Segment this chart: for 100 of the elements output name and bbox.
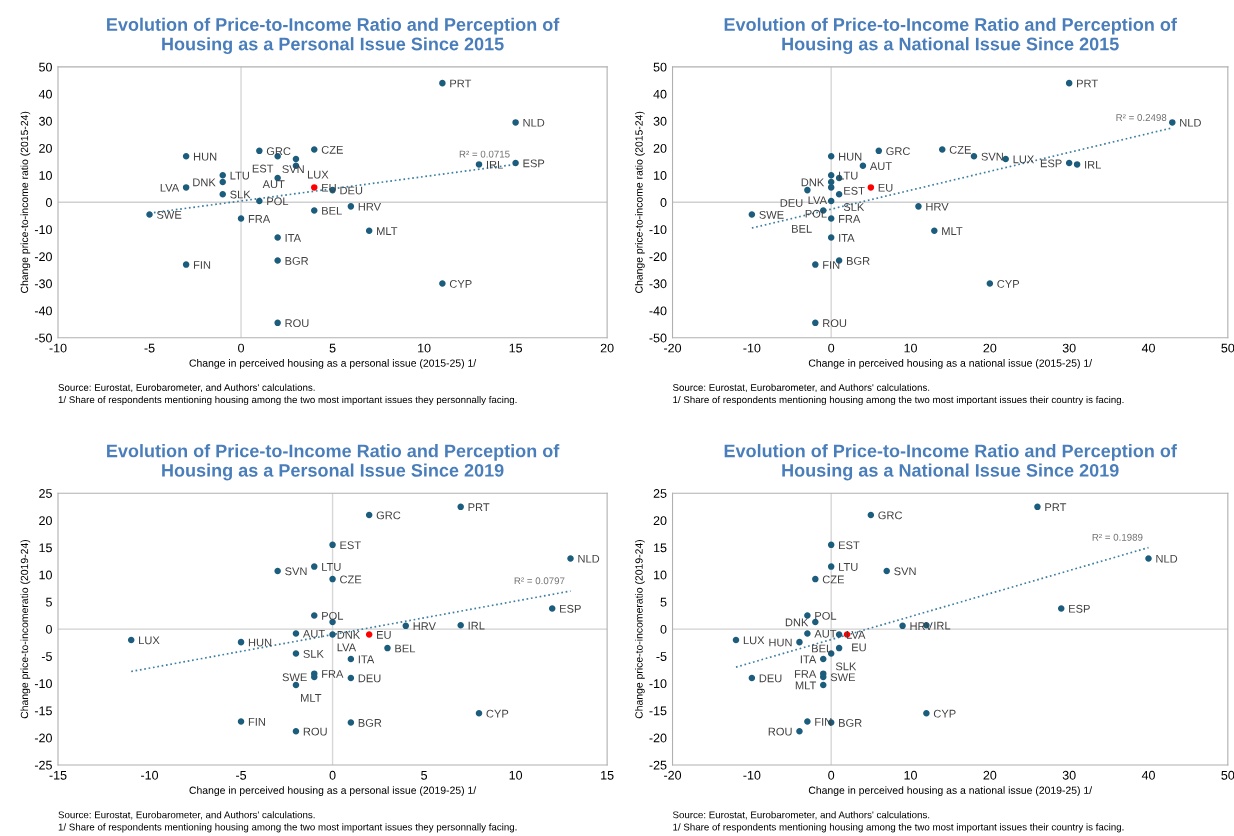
point: [804, 718, 811, 725]
point: [875, 147, 883, 155]
annotation: CZE: [949, 145, 971, 154]
point: [827, 215, 835, 222]
x-tick-label: 50: [1221, 343, 1234, 353]
y-tick-label: 10: [39, 570, 52, 580]
point: [127, 636, 135, 644]
y-tick-label: 0: [660, 198, 667, 207]
annotation: HUN: [769, 638, 792, 647]
point: [1057, 605, 1065, 612]
point: [827, 171, 835, 179]
point: [292, 650, 300, 657]
annotation: ITA: [358, 655, 375, 664]
annotation: DNK: [193, 178, 216, 187]
annotation: POL: [267, 197, 289, 206]
point: [347, 203, 355, 210]
annotation: SWE: [830, 673, 856, 682]
y-tick-label: 30: [653, 116, 667, 126]
annotation: AUT: [814, 629, 837, 638]
annotation: ITA: [839, 234, 855, 242]
annotation: SWE: [282, 673, 307, 682]
point: [256, 197, 263, 205]
annotation: FIN: [248, 717, 265, 726]
y-tick-label: -30: [34, 279, 52, 289]
annotation: ESP: [1069, 604, 1090, 613]
chart-title: Evolution of Price-to-Income Ratio and Perception of Housing as a Personal Issue Since 2019: [107, 444, 560, 481]
annotation: EST: [839, 541, 860, 550]
x-tick-label: 0: [828, 343, 835, 353]
point: [883, 567, 890, 575]
y-tick-label: -50: [34, 333, 52, 343]
point: [329, 541, 336, 549]
point: [1145, 555, 1152, 562]
y-tick-label: 10: [39, 171, 52, 180]
annotation: GRC: [886, 147, 910, 156]
text: 1/ Share of respondents mentioning housing among the two most important issues their country is facing.: [673, 823, 1124, 833]
x-tick-label: 10: [509, 770, 523, 780]
annotation: EST: [340, 541, 361, 550]
point: [804, 630, 811, 637]
text: 1/ Share of respondents mentioning housing among the two most important issues they personnally facing.: [58, 395, 517, 406]
point: [292, 155, 300, 163]
point: [347, 719, 355, 726]
annotation: BGR: [358, 718, 382, 727]
y-tick-label: -5: [656, 652, 667, 661]
annotation: FRA: [248, 215, 271, 223]
point: [237, 638, 245, 646]
annotation: POL: [322, 611, 344, 620]
y-tick-label: -10: [649, 225, 667, 235]
annotation: LUX: [1013, 155, 1035, 164]
point: [475, 161, 483, 168]
point: [827, 563, 835, 570]
annotation: FRA: [839, 215, 861, 223]
y-tick-label: 25: [39, 489, 52, 498]
y-tick-label: 50: [653, 62, 667, 72]
y-axis-title: Change price-to-income ratio (2015-24): [20, 111, 31, 293]
annotation: LVA: [808, 196, 827, 205]
x-tick-label: 30: [1062, 770, 1076, 780]
annotation: MLT: [942, 227, 963, 235]
point: [732, 636, 740, 644]
annotation: AUT: [302, 629, 325, 638]
x-tick-label: 0: [329, 770, 336, 780]
point: [311, 207, 318, 214]
point: [256, 147, 263, 155]
annotation: SLK: [303, 649, 324, 658]
y-tick-label: 10: [654, 171, 667, 180]
y-tick-label: -50: [649, 333, 667, 343]
point: [402, 622, 410, 630]
x-tick-label: 15: [509, 343, 523, 353]
point: [219, 171, 226, 179]
point: [970, 153, 978, 160]
annotation: EST: [844, 186, 865, 195]
annotation: SVN: [981, 152, 1003, 161]
point: [182, 261, 190, 268]
point: [457, 622, 464, 629]
x-tick-label: 10: [418, 343, 431, 353]
x-tick-label: 30: [1062, 343, 1076, 353]
y-tick-label: 20: [653, 143, 667, 153]
annotation: CYP: [449, 279, 472, 288]
annotation: DEU: [340, 186, 363, 195]
point: [365, 511, 373, 519]
x-tick-label: 20: [983, 770, 997, 780]
point: [899, 622, 906, 630]
annotation: NLD: [578, 554, 600, 563]
point: [457, 503, 464, 511]
point: [796, 727, 803, 735]
annotation: SWE: [156, 210, 182, 219]
source-note: Source: Eurostat, Eurobarometer, and Authors' calculations.: [58, 383, 315, 393]
annotation: DEU: [358, 674, 381, 683]
annotation: ROU: [285, 319, 309, 328]
x-tick-label: 0: [238, 343, 245, 353]
x-tick-label: 10: [904, 770, 917, 780]
point: [347, 655, 355, 663]
y-tick-label: -20: [649, 252, 667, 262]
annotation: MLT: [795, 681, 817, 690]
annotation: BEL: [792, 225, 812, 233]
y-tick-label: 40: [653, 89, 667, 99]
annotation: SLK: [230, 190, 251, 199]
point: [986, 280, 994, 287]
annotation: IRL: [1085, 160, 1101, 169]
point: [439, 280, 446, 287]
source-note: Source: Eurostat, Eurobarometer, and Authors' calculations.: [672, 383, 930, 393]
